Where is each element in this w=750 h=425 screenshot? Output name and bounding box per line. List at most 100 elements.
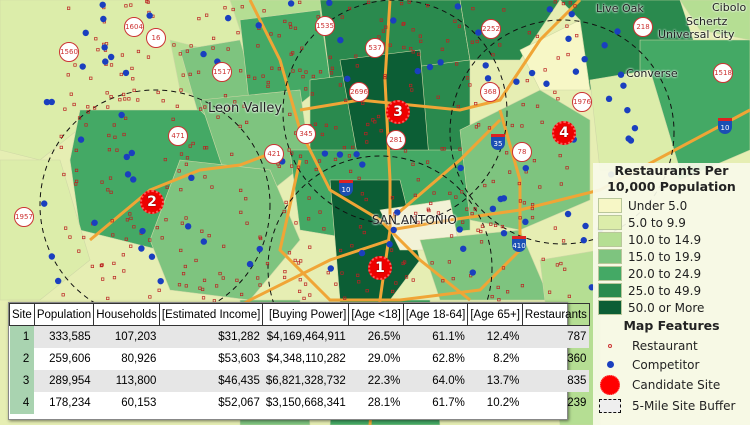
restaurant-point	[200, 229, 204, 233]
competitor-point	[414, 67, 421, 75]
interstate-shield: 10	[339, 180, 353, 196]
competitor-point	[572, 68, 580, 75]
restaurant-point	[455, 62, 459, 66]
restaurant-point	[211, 46, 215, 50]
competitor-point	[184, 223, 192, 230]
restaurant-point	[202, 278, 207, 282]
restaurant-point	[333, 157, 338, 162]
column-header[interactable]: [Estimated Income]	[158, 303, 264, 326]
restaurant-point	[118, 98, 122, 102]
restaurant-point	[73, 63, 77, 67]
legend-title: 10,000 Population	[607, 179, 736, 194]
restaurant-point	[500, 224, 504, 229]
competitor-point	[564, 210, 572, 218]
candidate-site-marker[interactable]: 4	[552, 121, 576, 145]
restaurant-point	[100, 263, 104, 267]
restaurant-point	[505, 151, 509, 155]
restaurant-point	[132, 88, 136, 92]
competitor-point	[624, 106, 631, 114]
column-header[interactable]: Population	[33, 303, 95, 326]
restaurant-point	[157, 288, 161, 292]
competitor-point	[123, 153, 130, 161]
restaurant-point	[518, 216, 522, 220]
restaurant-point	[317, 159, 322, 163]
competitor-point	[580, 237, 587, 244]
restaurant-point	[391, 289, 395, 294]
restaurant-point	[451, 277, 455, 281]
restaurant-point	[300, 46, 304, 50]
competitor-point	[543, 80, 550, 87]
restaurant-point	[322, 227, 326, 231]
restaurant-point	[298, 278, 302, 282]
table-cell: 239	[567, 396, 587, 409]
restaurant-point	[356, 273, 360, 277]
legend-swatch	[598, 283, 622, 298]
column-header[interactable]: Restaurants	[521, 303, 590, 326]
competitor-point	[484, 75, 492, 82]
highway-shield: 281	[386, 130, 406, 150]
legend-swatch	[598, 198, 622, 213]
restaurant-point	[426, 4, 430, 8]
competitor-point	[390, 17, 397, 24]
table-cell: 60,153	[121, 396, 157, 409]
restaurant-point	[242, 104, 246, 108]
column-header[interactable]: [Age 18-64]	[402, 303, 469, 326]
highway-shield: 78	[512, 142, 532, 162]
restaurant-point	[218, 271, 222, 276]
competitor-point	[107, 53, 115, 61]
restaurant-point	[456, 104, 460, 109]
restaurant-point	[461, 220, 465, 224]
restaurant-point	[320, 132, 325, 137]
competitor-point	[77, 136, 85, 143]
highway-shield: 2696	[349, 82, 369, 102]
competitor-point	[246, 260, 254, 268]
restaurant-point	[547, 290, 552, 294]
restaurant-point	[298, 289, 302, 293]
restaurant-point	[109, 63, 114, 67]
competitor-point	[100, 15, 107, 23]
column-header[interactable]: [Age <18]	[348, 303, 404, 326]
restaurant-point	[185, 156, 190, 160]
restaurant-point	[291, 69, 295, 73]
restaurant-point	[440, 147, 444, 151]
table-cell: 333,585	[34, 325, 94, 348]
table-cell: 3	[9, 369, 35, 392]
restaurant-point	[155, 226, 159, 230]
restaurant-point	[161, 99, 165, 103]
buffer-icon	[598, 398, 622, 413]
restaurant-point	[530, 215, 535, 220]
restaurant-point	[205, 146, 209, 150]
restaurant-point	[89, 76, 93, 80]
restaurant-point	[491, 179, 495, 184]
restaurant-point	[442, 147, 446, 151]
restaurant-point	[411, 162, 415, 166]
column-header[interactable]: [Age 65+]	[467, 303, 523, 326]
restaurant-point	[148, 238, 152, 242]
competitor-point	[581, 55, 588, 63]
candidate-site-marker[interactable]: 3	[386, 100, 410, 124]
table-cell: 8.2%	[493, 352, 520, 365]
candidate-site-marker[interactable]: 1	[368, 256, 392, 280]
competitor-point	[353, 151, 360, 158]
column-header[interactable]: Households	[93, 303, 160, 326]
restaurant-point	[184, 284, 188, 288]
restaurant-point	[296, 165, 301, 169]
restaurant-point	[129, 3, 133, 7]
restaurant-point	[304, 87, 308, 91]
candidate-site-marker[interactable]: 2	[140, 190, 164, 214]
column-header[interactable]: [Buying Power]	[262, 303, 350, 326]
restaurant-point	[294, 221, 298, 225]
restaurant-point	[184, 162, 188, 166]
restaurant-point	[518, 199, 522, 203]
restaurant-point	[342, 145, 346, 150]
restaurant-point	[502, 8, 506, 12]
restaurant-point	[203, 175, 207, 179]
column-header[interactable]: Site	[9, 303, 35, 326]
place-label: Leon Valley	[208, 101, 283, 116]
restaurant-point	[477, 123, 481, 127]
restaurant-point	[301, 75, 305, 79]
restaurant-point	[559, 261, 563, 266]
restaurant-point	[136, 49, 141, 54]
table-cell: 61.1%	[403, 325, 468, 348]
competitor-point	[148, 253, 156, 260]
